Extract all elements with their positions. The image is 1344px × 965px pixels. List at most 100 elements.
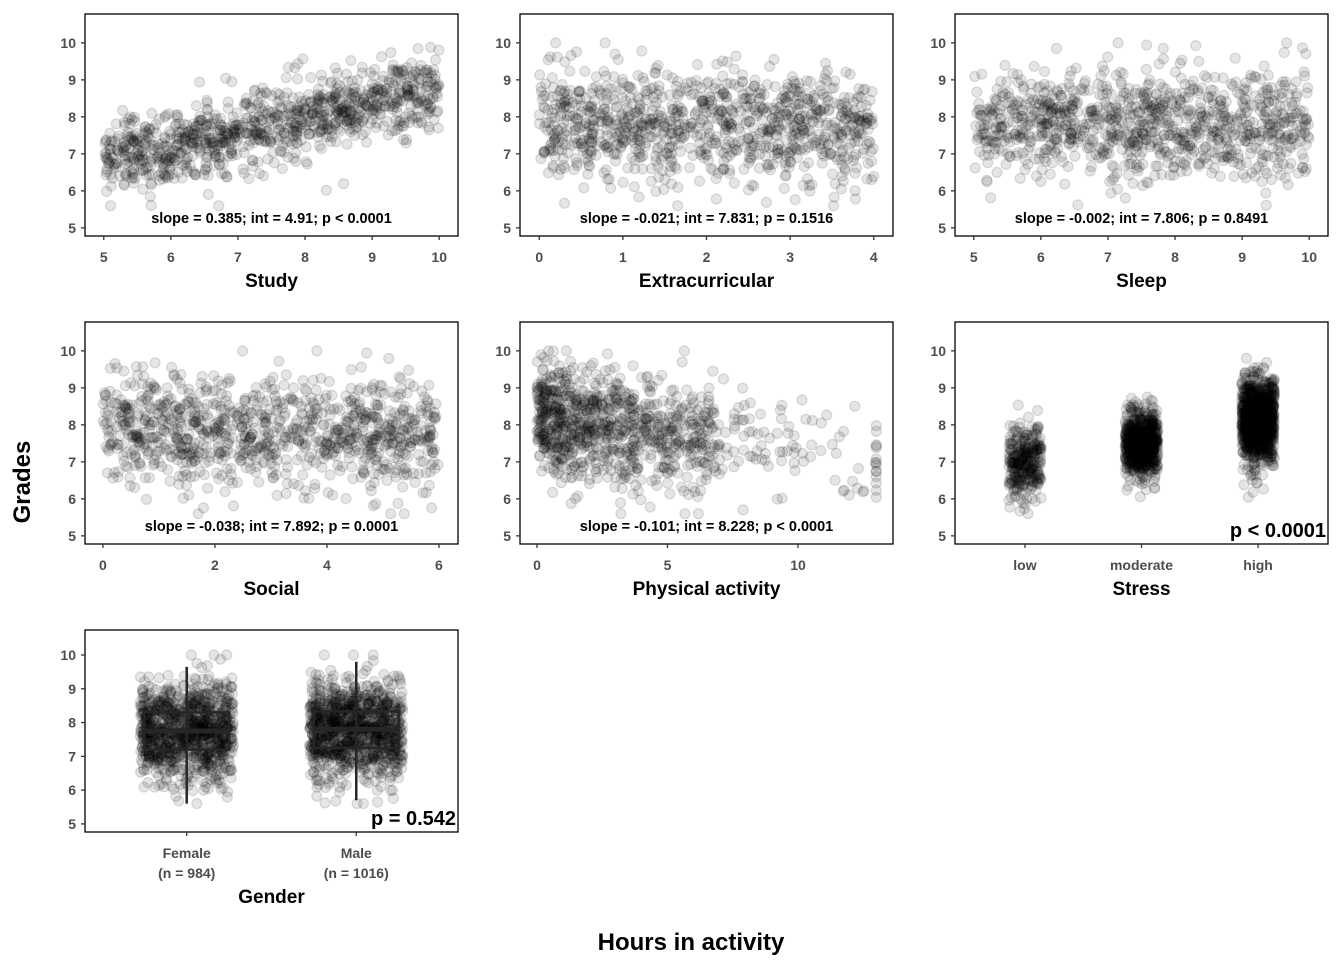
- data-point: [867, 156, 877, 166]
- data-point: [396, 374, 406, 384]
- data-point: [1001, 159, 1011, 169]
- data-point: [333, 108, 343, 118]
- data-point: [250, 85, 260, 95]
- data-point: [304, 452, 314, 462]
- data-point: [1230, 53, 1240, 63]
- data-point: [272, 422, 282, 432]
- data-point: [421, 468, 431, 478]
- data-point: [719, 118, 729, 128]
- y-tick-label: 8: [68, 417, 76, 433]
- y-tick-label: 6: [68, 491, 76, 507]
- data-point: [405, 379, 415, 389]
- data-point: [220, 487, 230, 497]
- data-point: [646, 453, 656, 463]
- data-point: [195, 388, 205, 398]
- data-point: [1109, 132, 1119, 142]
- data-point: [789, 458, 799, 468]
- data-point: [1193, 159, 1203, 169]
- data-point: [1272, 163, 1282, 173]
- data-point: [162, 383, 172, 393]
- data-point: [754, 163, 764, 173]
- data-point: [146, 180, 156, 190]
- data-point: [992, 167, 1002, 177]
- data-point: [376, 109, 386, 119]
- data-point: [823, 66, 833, 76]
- data-point: [339, 179, 349, 189]
- data-point: [871, 443, 881, 453]
- data-point: [1246, 148, 1256, 158]
- data-point: [539, 148, 549, 158]
- data-point: [203, 483, 213, 493]
- data-point: [1123, 127, 1133, 137]
- data-point: [1251, 91, 1261, 101]
- data-point: [301, 386, 311, 396]
- data-point: [433, 123, 443, 133]
- data-point: [321, 185, 331, 195]
- data-point: [1279, 48, 1289, 58]
- data-point: [227, 145, 237, 155]
- data-point: [989, 149, 999, 159]
- data-point: [657, 140, 667, 150]
- data-point: [633, 92, 643, 102]
- x-tick-label: 8: [1171, 249, 1179, 265]
- data-point: [1140, 87, 1150, 97]
- data-point: [269, 158, 279, 168]
- data-point: [738, 505, 748, 515]
- data-point: [548, 346, 558, 356]
- data-point: [814, 118, 824, 128]
- data-point: [398, 482, 408, 492]
- data-point: [283, 62, 293, 72]
- data-point: [289, 479, 299, 489]
- data-point: [853, 136, 863, 146]
- data-point: [388, 60, 398, 70]
- data-point: [317, 120, 327, 130]
- data-point: [299, 493, 309, 503]
- data-point: [695, 457, 705, 467]
- data-point: [120, 400, 130, 410]
- data-point: [384, 354, 394, 364]
- data-point: [850, 186, 860, 196]
- data-point: [725, 151, 735, 161]
- data-point: [274, 89, 284, 99]
- data-point: [1292, 92, 1302, 102]
- x-tick-label: 4: [323, 557, 331, 573]
- data-point: [718, 71, 728, 81]
- x-tick-label: 6: [1037, 249, 1045, 265]
- x-tick-label: 8: [301, 249, 309, 265]
- data-point: [695, 176, 705, 186]
- data-point: [1121, 138, 1131, 148]
- data-point: [646, 437, 656, 447]
- data-point: [758, 124, 768, 134]
- data-point: [244, 174, 254, 184]
- data-point: [629, 182, 639, 192]
- data-point: [850, 168, 860, 178]
- data-point: [637, 46, 647, 56]
- data-point: [348, 411, 358, 421]
- data-point: [1119, 88, 1129, 98]
- data-point: [258, 457, 268, 467]
- data-point: [191, 101, 201, 111]
- data-point: [267, 452, 277, 462]
- data-point: [120, 381, 130, 391]
- data-point: [319, 110, 329, 120]
- data-point: [421, 66, 431, 76]
- data-point: [119, 366, 129, 376]
- data-point: [254, 169, 264, 179]
- data-point: [209, 371, 219, 381]
- data-point: [1004, 92, 1014, 102]
- data-point: [852, 483, 862, 493]
- data-point: [1278, 77, 1288, 87]
- y-tick-label: 10: [60, 343, 76, 359]
- data-point: [1207, 92, 1217, 102]
- data-point: [657, 151, 667, 161]
- data-point: [386, 387, 396, 397]
- points: [534, 38, 878, 211]
- data-point: [221, 73, 231, 83]
- data-point: [1012, 135, 1022, 145]
- data-point: [110, 159, 120, 169]
- data-point: [232, 477, 242, 487]
- data-point: [751, 454, 761, 464]
- data-point: [753, 106, 763, 116]
- y-tick-label: 8: [503, 109, 511, 125]
- data-point: [691, 76, 701, 86]
